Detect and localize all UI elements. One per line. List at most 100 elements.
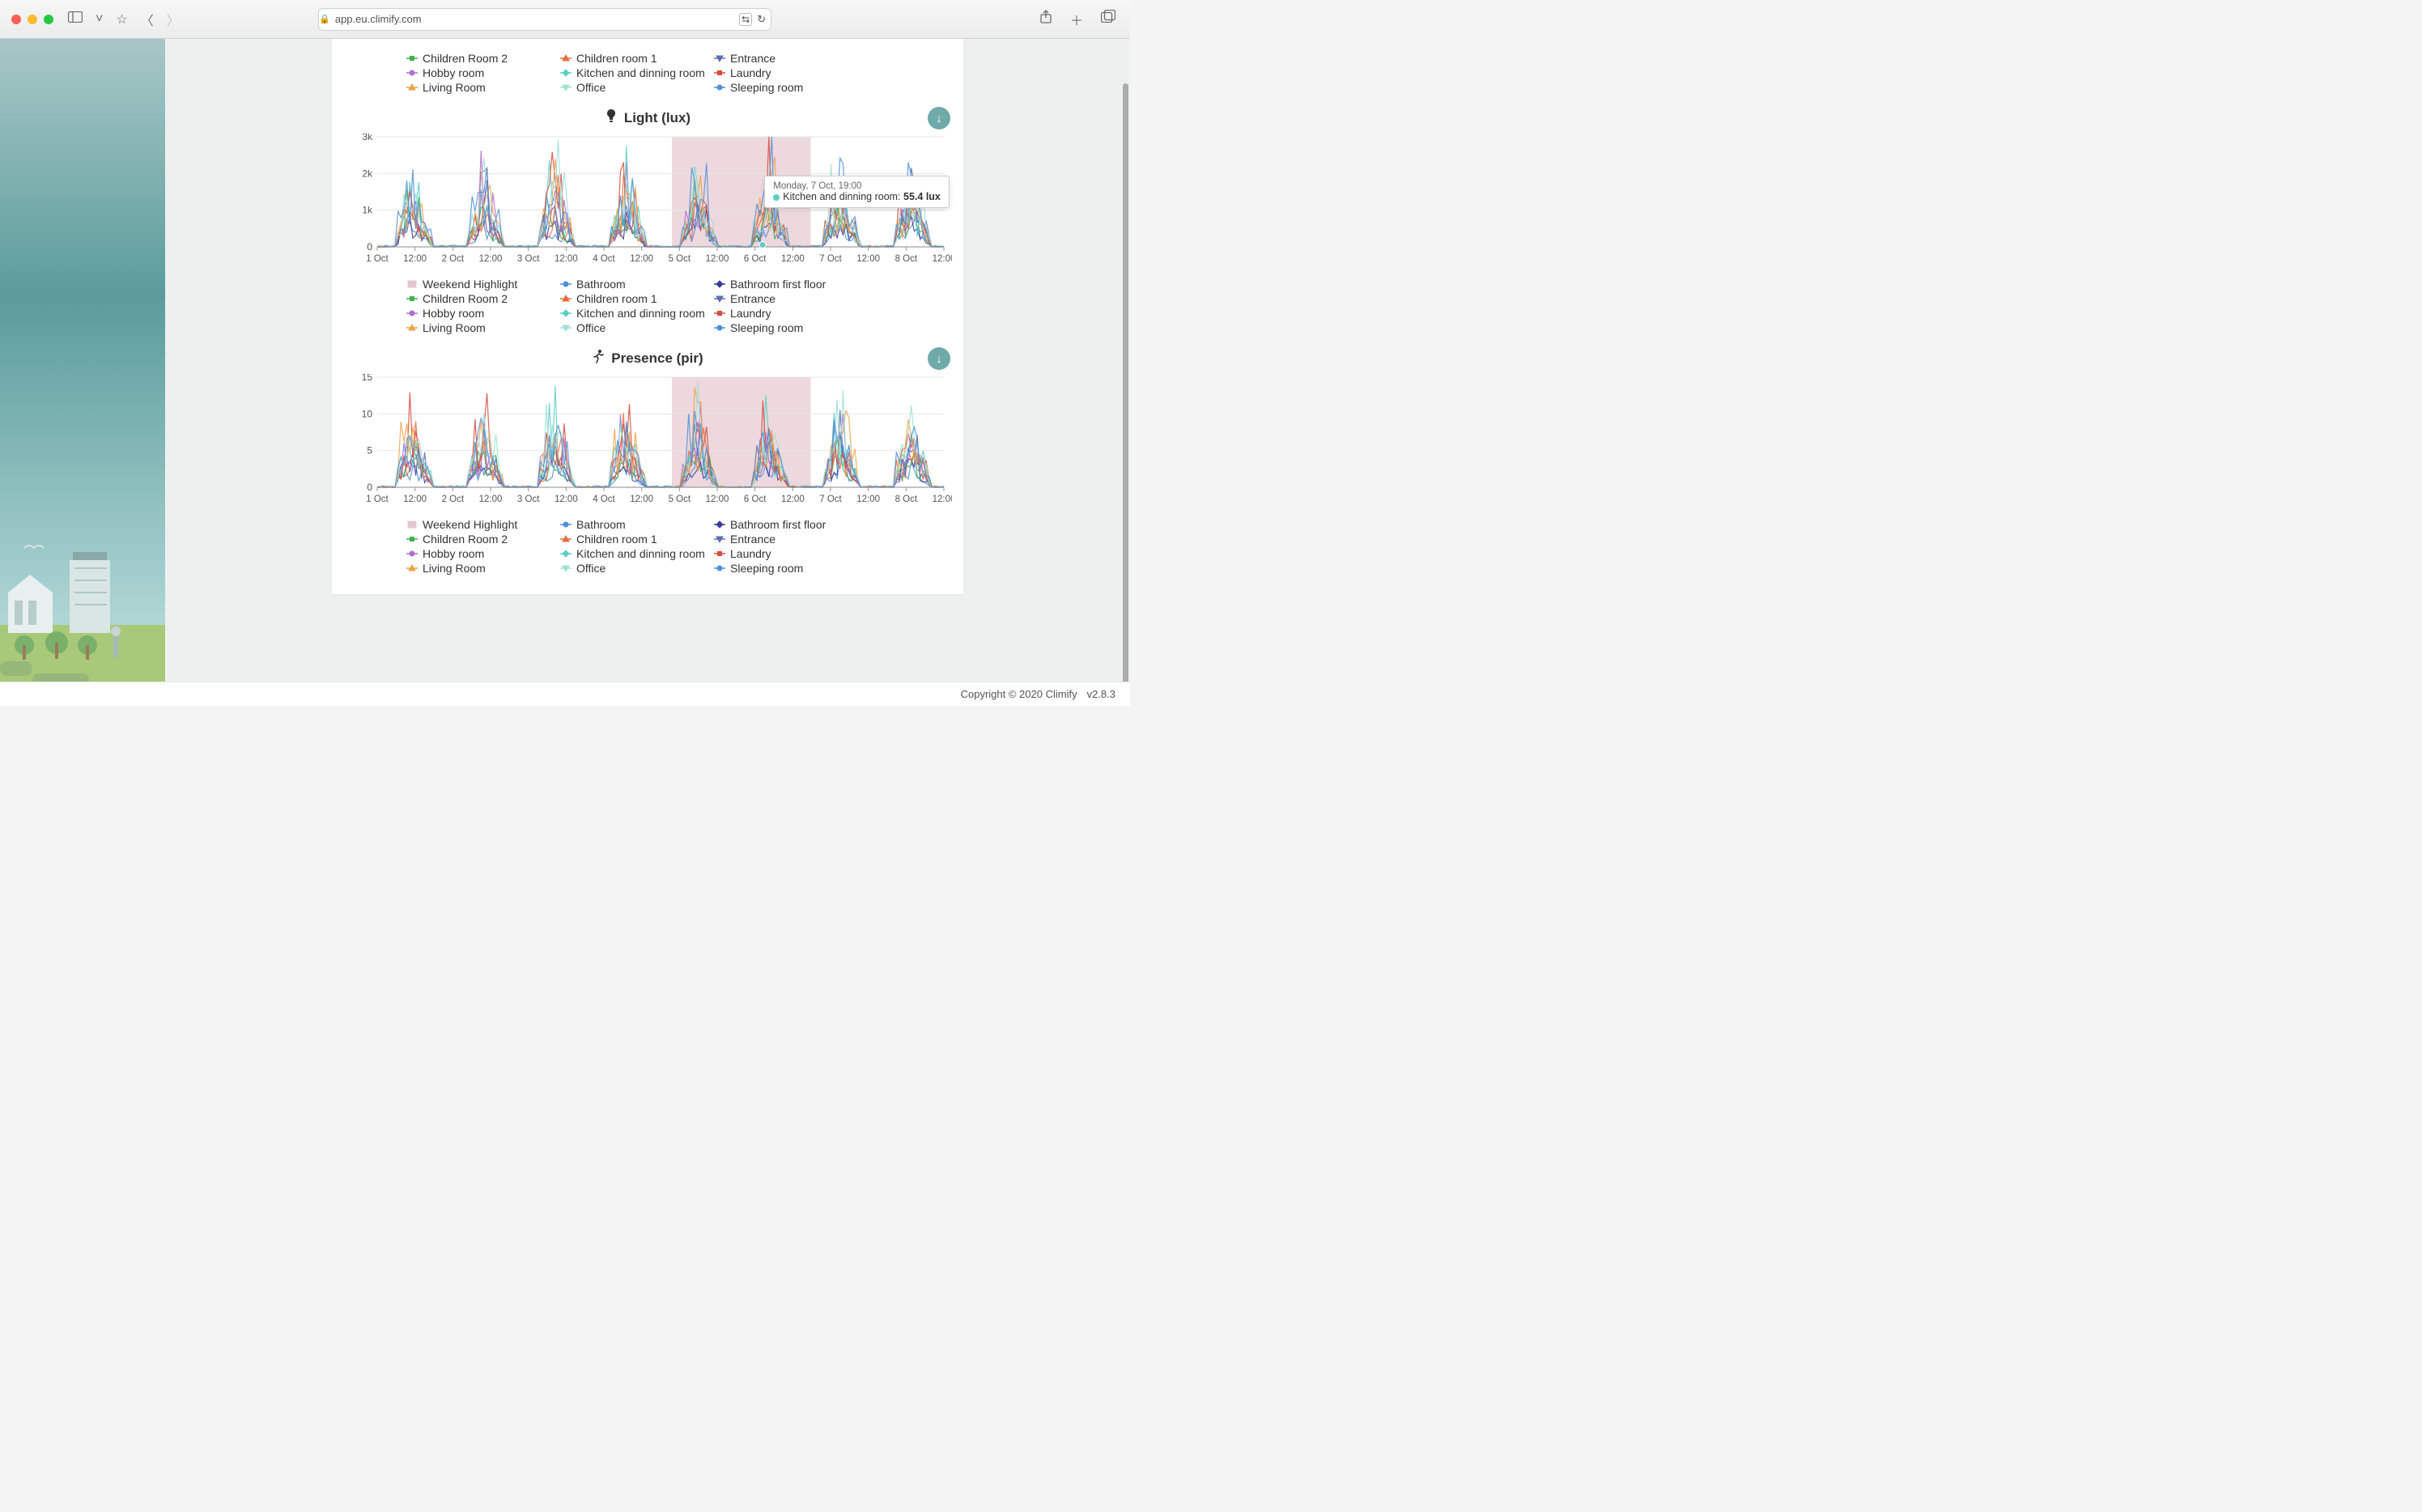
chart-light: Light (lux) ↓ 01k2k3k1 Oct12:002 Oct12:0… — [343, 108, 952, 334]
legend-label: Bathroom — [576, 278, 626, 291]
svg-text:12:00: 12:00 — [403, 495, 427, 504]
svg-text:4 Oct: 4 Oct — [593, 254, 615, 264]
svg-text:15: 15 — [362, 374, 373, 383]
legend-item-kitchen[interactable]: Kitchen and dinning room — [560, 307, 714, 320]
translate-icon[interactable]: ⇆ — [739, 13, 752, 26]
chart-light-area[interactable]: 01k2k3k1 Oct12:002 Oct12:003 Oct12:004 O… — [343, 134, 952, 271]
lock-icon: 🔒 — [319, 14, 330, 24]
legend-item-bath1f[interactable]: Bathroom first floor — [714, 278, 868, 291]
chart-light-download-button[interactable]: ↓ — [928, 107, 950, 130]
legend-label: Living Room — [423, 81, 486, 94]
legend-item-child1[interactable]: Children room 1 — [560, 292, 714, 305]
legend-item-living[interactable]: Living Room — [406, 562, 560, 575]
legend-item-entr[interactable]: Entrance — [714, 292, 868, 305]
legend-item-office[interactable]: Office — [560, 562, 714, 575]
legend-item-bath[interactable]: Bathroom — [560, 518, 714, 531]
legend-label: Children Room 2 — [423, 292, 508, 305]
browser-chrome: ˅ ☆ 〈 〉 🔒 app.eu.climify.com ⇆ ↻ ＋ — [0, 0, 1130, 39]
legend-label: Sleeping room — [730, 321, 803, 334]
window-controls — [11, 15, 53, 24]
back-icon[interactable]: 〈 — [138, 8, 157, 31]
svg-text:12:00: 12:00 — [555, 495, 578, 504]
legend-item-child1[interactable]: Children room 1 — [560, 533, 714, 546]
legend-swatch — [560, 280, 572, 288]
bulb-icon — [605, 108, 618, 127]
svg-text:12:00: 12:00 — [781, 254, 805, 264]
legend-item-office[interactable]: Office — [560, 81, 714, 94]
svg-text:12:00: 12:00 — [933, 495, 952, 504]
svg-text:5 Oct: 5 Oct — [669, 495, 691, 504]
legend-item-sleep[interactable]: Sleeping room — [714, 321, 868, 334]
legend-swatch — [560, 83, 572, 91]
legend-item-kitchen[interactable]: Kitchen and dinning room — [560, 66, 714, 79]
legend-item-hobby[interactable]: Hobby room — [406, 307, 560, 320]
legend-item-sleep[interactable]: Sleeping room — [714, 562, 868, 575]
url-bar[interactable]: 🔒 app.eu.climify.com ⇆ ↻ — [318, 8, 771, 31]
reload-icon[interactable]: ↻ — [757, 13, 766, 26]
legend-item-bath[interactable]: Bathroom — [560, 278, 714, 291]
legend-label: Children room 1 — [576, 292, 657, 305]
legend-item-living[interactable]: Living Room — [406, 81, 560, 94]
svg-text:12:00: 12:00 — [856, 254, 880, 264]
legend-item-child2[interactable]: Children Room 2 — [406, 292, 560, 305]
legend-item-office[interactable]: Office — [560, 321, 714, 334]
svg-text:12:00: 12:00 — [403, 254, 427, 264]
legend-item-living[interactable]: Living Room — [406, 321, 560, 334]
svg-text:3 Oct: 3 Oct — [517, 495, 540, 504]
svg-text:6 Oct: 6 Oct — [744, 495, 767, 504]
svg-text:5: 5 — [367, 445, 372, 457]
sidebar-toggle-icon[interactable] — [65, 10, 86, 28]
legend-label: Kitchen and dinning room — [576, 307, 705, 320]
legend-item-child2[interactable]: Children Room 2 — [406, 52, 560, 65]
legend-swatch — [714, 69, 725, 77]
scrollbar-thumb[interactable] — [1123, 83, 1128, 682]
legend-swatch — [560, 309, 572, 317]
svg-text:0: 0 — [367, 482, 372, 493]
url-text: app.eu.climify.com — [335, 13, 422, 25]
new-tab-icon[interactable]: ＋ — [1067, 8, 1086, 31]
svg-text:12:00: 12:00 — [479, 254, 503, 264]
legend-item-laundry[interactable]: Laundry — [714, 307, 868, 320]
legend-label: Weekend Highlight — [423, 518, 517, 531]
svg-text:7 Oct: 7 Oct — [819, 254, 842, 264]
forward-icon[interactable]: 〉 — [164, 8, 183, 31]
star-icon[interactable]: ☆ — [113, 10, 130, 29]
maximize-window[interactable] — [44, 15, 53, 24]
legend-label: Office — [576, 562, 606, 575]
legend-item-laundry[interactable]: Laundry — [714, 547, 868, 560]
legend-label: Children Room 2 — [423, 52, 508, 65]
minimize-window[interactable] — [28, 15, 37, 24]
legend-item-entr[interactable]: Entrance — [714, 533, 868, 546]
legend-item-laundry[interactable]: Laundry — [714, 66, 868, 79]
legend-item-hobby[interactable]: Hobby room — [406, 547, 560, 560]
chevron-down-icon[interactable]: ˅ — [92, 11, 106, 28]
legend-label: Entrance — [730, 533, 775, 546]
legend-label: Sleeping room — [730, 562, 803, 575]
legend-swatch — [406, 535, 418, 543]
svg-text:12:00: 12:00 — [555, 254, 578, 264]
legend-item-bath1f[interactable]: Bathroom first floor — [714, 518, 868, 531]
legend-swatch — [560, 54, 572, 62]
chart-presence-title: Presence (pir) — [611, 350, 703, 367]
chart-presence-area[interactable]: 0510151 Oct12:002 Oct12:003 Oct12:004 Oc… — [343, 374, 952, 512]
legend-item-weekend[interactable]: Weekend Highlight — [406, 278, 560, 291]
svg-text:6 Oct: 6 Oct — [744, 254, 767, 264]
legend-item-child2[interactable]: Children Room 2 — [406, 533, 560, 546]
close-window[interactable] — [11, 15, 21, 24]
share-icon[interactable] — [1036, 8, 1056, 31]
legend-label: Hobby room — [423, 547, 484, 560]
legend-label: Bathroom first floor — [730, 278, 826, 291]
legend-swatch — [406, 564, 418, 572]
chart-presence-download-button[interactable]: ↓ — [928, 347, 950, 370]
sidebar-illustration — [0, 503, 165, 682]
legend-label: Hobby room — [423, 66, 484, 79]
svg-text:1 Oct: 1 Oct — [366, 254, 389, 264]
tabs-icon[interactable] — [1098, 8, 1119, 31]
legend-item-kitchen[interactable]: Kitchen and dinning room — [560, 547, 714, 560]
svg-text:1 Oct: 1 Oct — [366, 495, 389, 504]
legend-item-sleep[interactable]: Sleeping room — [714, 81, 868, 94]
legend-item-weekend[interactable]: Weekend Highlight — [406, 518, 560, 531]
legend-item-hobby[interactable]: Hobby room — [406, 66, 560, 79]
legend-item-entr[interactable]: Entrance — [714, 52, 868, 65]
legend-item-child1[interactable]: Children room 1 — [560, 52, 714, 65]
